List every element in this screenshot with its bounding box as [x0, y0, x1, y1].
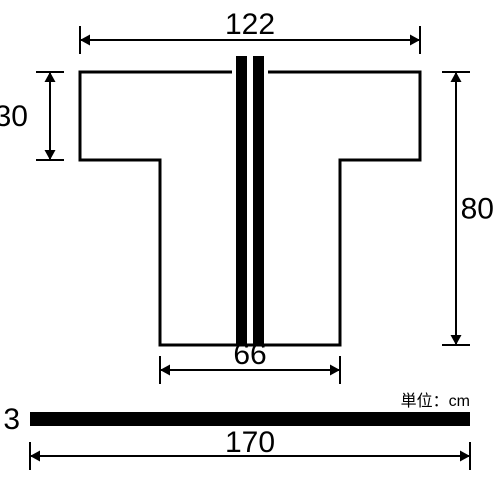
belt — [30, 412, 470, 426]
dim-sleeve-drop: 30 — [0, 100, 28, 133]
dim-width-top: 122 — [225, 8, 275, 41]
garment-left-outline — [80, 72, 250, 345]
unit-label: 単位：cm — [401, 392, 470, 410]
garment-right-outline — [250, 72, 420, 345]
collar-right — [253, 56, 264, 345]
dim-belt-length: 170 — [225, 426, 275, 459]
dim-body-height: 80 — [461, 193, 494, 226]
collar-left — [236, 56, 247, 345]
size-diagram: 122 30 80 66 170 3 単位：cm — [0, 0, 500, 500]
dim-body-width: 66 — [233, 338, 266, 371]
dim-belt-width: 3 — [3, 403, 20, 436]
